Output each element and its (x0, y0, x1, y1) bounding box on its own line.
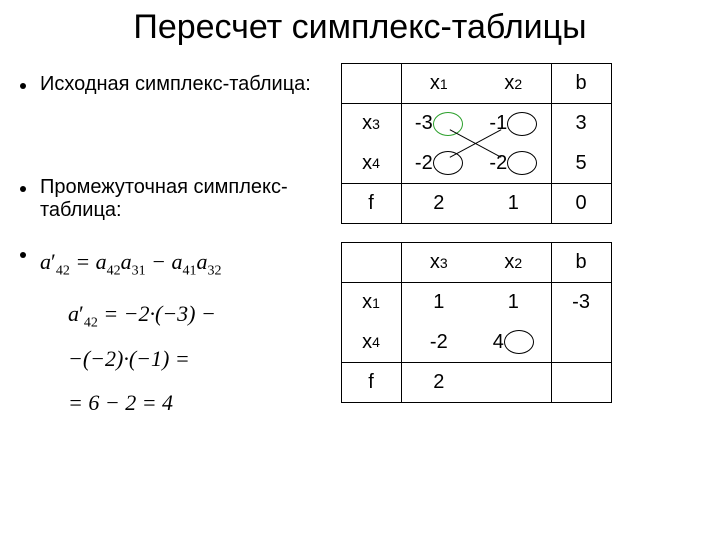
bullet-dot (20, 186, 26, 192)
t1-c00: -3 (402, 104, 477, 144)
t1-f1: 1 (476, 184, 551, 223)
t1-f0: 2 (402, 184, 477, 223)
circle-icon (507, 112, 537, 136)
t2-ch1: x3 (402, 243, 477, 282)
t2-f1 (476, 363, 551, 402)
t2-c10: -2 (402, 323, 477, 363)
t2-rl-f: f (341, 363, 401, 403)
simplex-table-1: x1 x2 b x3 x4 -3 -1 -2 (341, 63, 612, 224)
t1-b: 3 5 (551, 104, 611, 184)
circle-icon (504, 330, 534, 354)
t1-rl1: x3 (342, 104, 401, 144)
t2-frow: 2 (401, 363, 551, 403)
bullet-1: Исходная симплекс-таблица: (20, 73, 341, 96)
formula-line3: −(−2)·(−1) = (68, 339, 341, 379)
t1-ch2: x2 (476, 64, 551, 103)
formula-line2: a′42 = −2·(−3) − (68, 294, 341, 336)
t1-b0: 3 (552, 104, 611, 144)
t1-ch1: x1 (402, 64, 477, 103)
t2-ch-b: b (551, 243, 611, 283)
t2-b: -3 (551, 283, 611, 363)
circle-green-icon (433, 112, 463, 136)
t1-c01: -1 (476, 104, 551, 144)
t2-corner (341, 243, 401, 283)
t1-colhead-x: x1 x2 (401, 64, 551, 104)
t2-body: 1 1 -2 4 (401, 283, 551, 363)
t2-b1 (552, 323, 611, 363)
slide-title: Пересчет симплекс-таблицы (0, 0, 720, 53)
t1-rl-f: f (341, 184, 401, 224)
t2-c00: 1 (402, 283, 477, 323)
bullet-2: Промежуточная симплекс-таблица: (20, 176, 341, 222)
t1-corner (341, 64, 401, 104)
bullet-dot (20, 83, 26, 89)
t2-ch2: x2 (476, 243, 551, 282)
t2-rl2: x4 (342, 323, 401, 363)
formula-block: a′42 = a42a31 − a41a32 (40, 242, 222, 288)
t2-c01: 1 (476, 283, 551, 323)
bullet-2-text: Промежуточная симплекс-таблица: (40, 176, 341, 222)
t1-b1: 5 (552, 144, 611, 184)
circle-icon (507, 151, 537, 175)
t1-frow: 2 1 (401, 184, 551, 224)
t1-rl2: x4 (342, 144, 401, 184)
t2-b0: -3 (552, 283, 611, 323)
formula-main: a′42 = a42a31 − a41a32 (40, 242, 222, 284)
t2-colhead-x: x3 x2 (401, 243, 551, 283)
bullet-3: a′42 = a42a31 − a41a32 (20, 242, 341, 288)
simplex-table-2: x3 x2 b x1 x4 1 1 -2 (341, 242, 612, 403)
content-area: Исходная симплекс-таблица: Промежуточная… (0, 53, 720, 426)
formula-line4: = 6 − 2 = 4 (68, 383, 341, 423)
right-column: x1 x2 b x3 x4 -3 -1 -2 (341, 53, 700, 426)
t1-fb: 0 (551, 184, 611, 224)
t2-rowlabels: x1 x4 (341, 283, 401, 363)
t1-rowlabels: x3 x4 (341, 104, 401, 184)
formula-derivation: a′42 = −2·(−3) − −(−2)·(−1) = = 6 − 2 = … (68, 294, 341, 423)
t2-c11: 4 (476, 323, 551, 363)
t1-ch-b: b (551, 64, 611, 104)
bullet-dot (20, 252, 26, 258)
left-column: Исходная симплекс-таблица: Промежуточная… (20, 53, 341, 426)
circle-icon (433, 151, 463, 175)
t2-rl1: x1 (342, 283, 401, 323)
t2-f0: 2 (402, 363, 477, 402)
t1-body: -3 -1 -2 -2 (401, 104, 551, 184)
t1-c10: -2 (402, 144, 477, 184)
t2-fb (551, 363, 611, 403)
bullet-1-text: Исходная симплекс-таблица: (40, 73, 311, 96)
t1-c11: -2 (476, 144, 551, 184)
